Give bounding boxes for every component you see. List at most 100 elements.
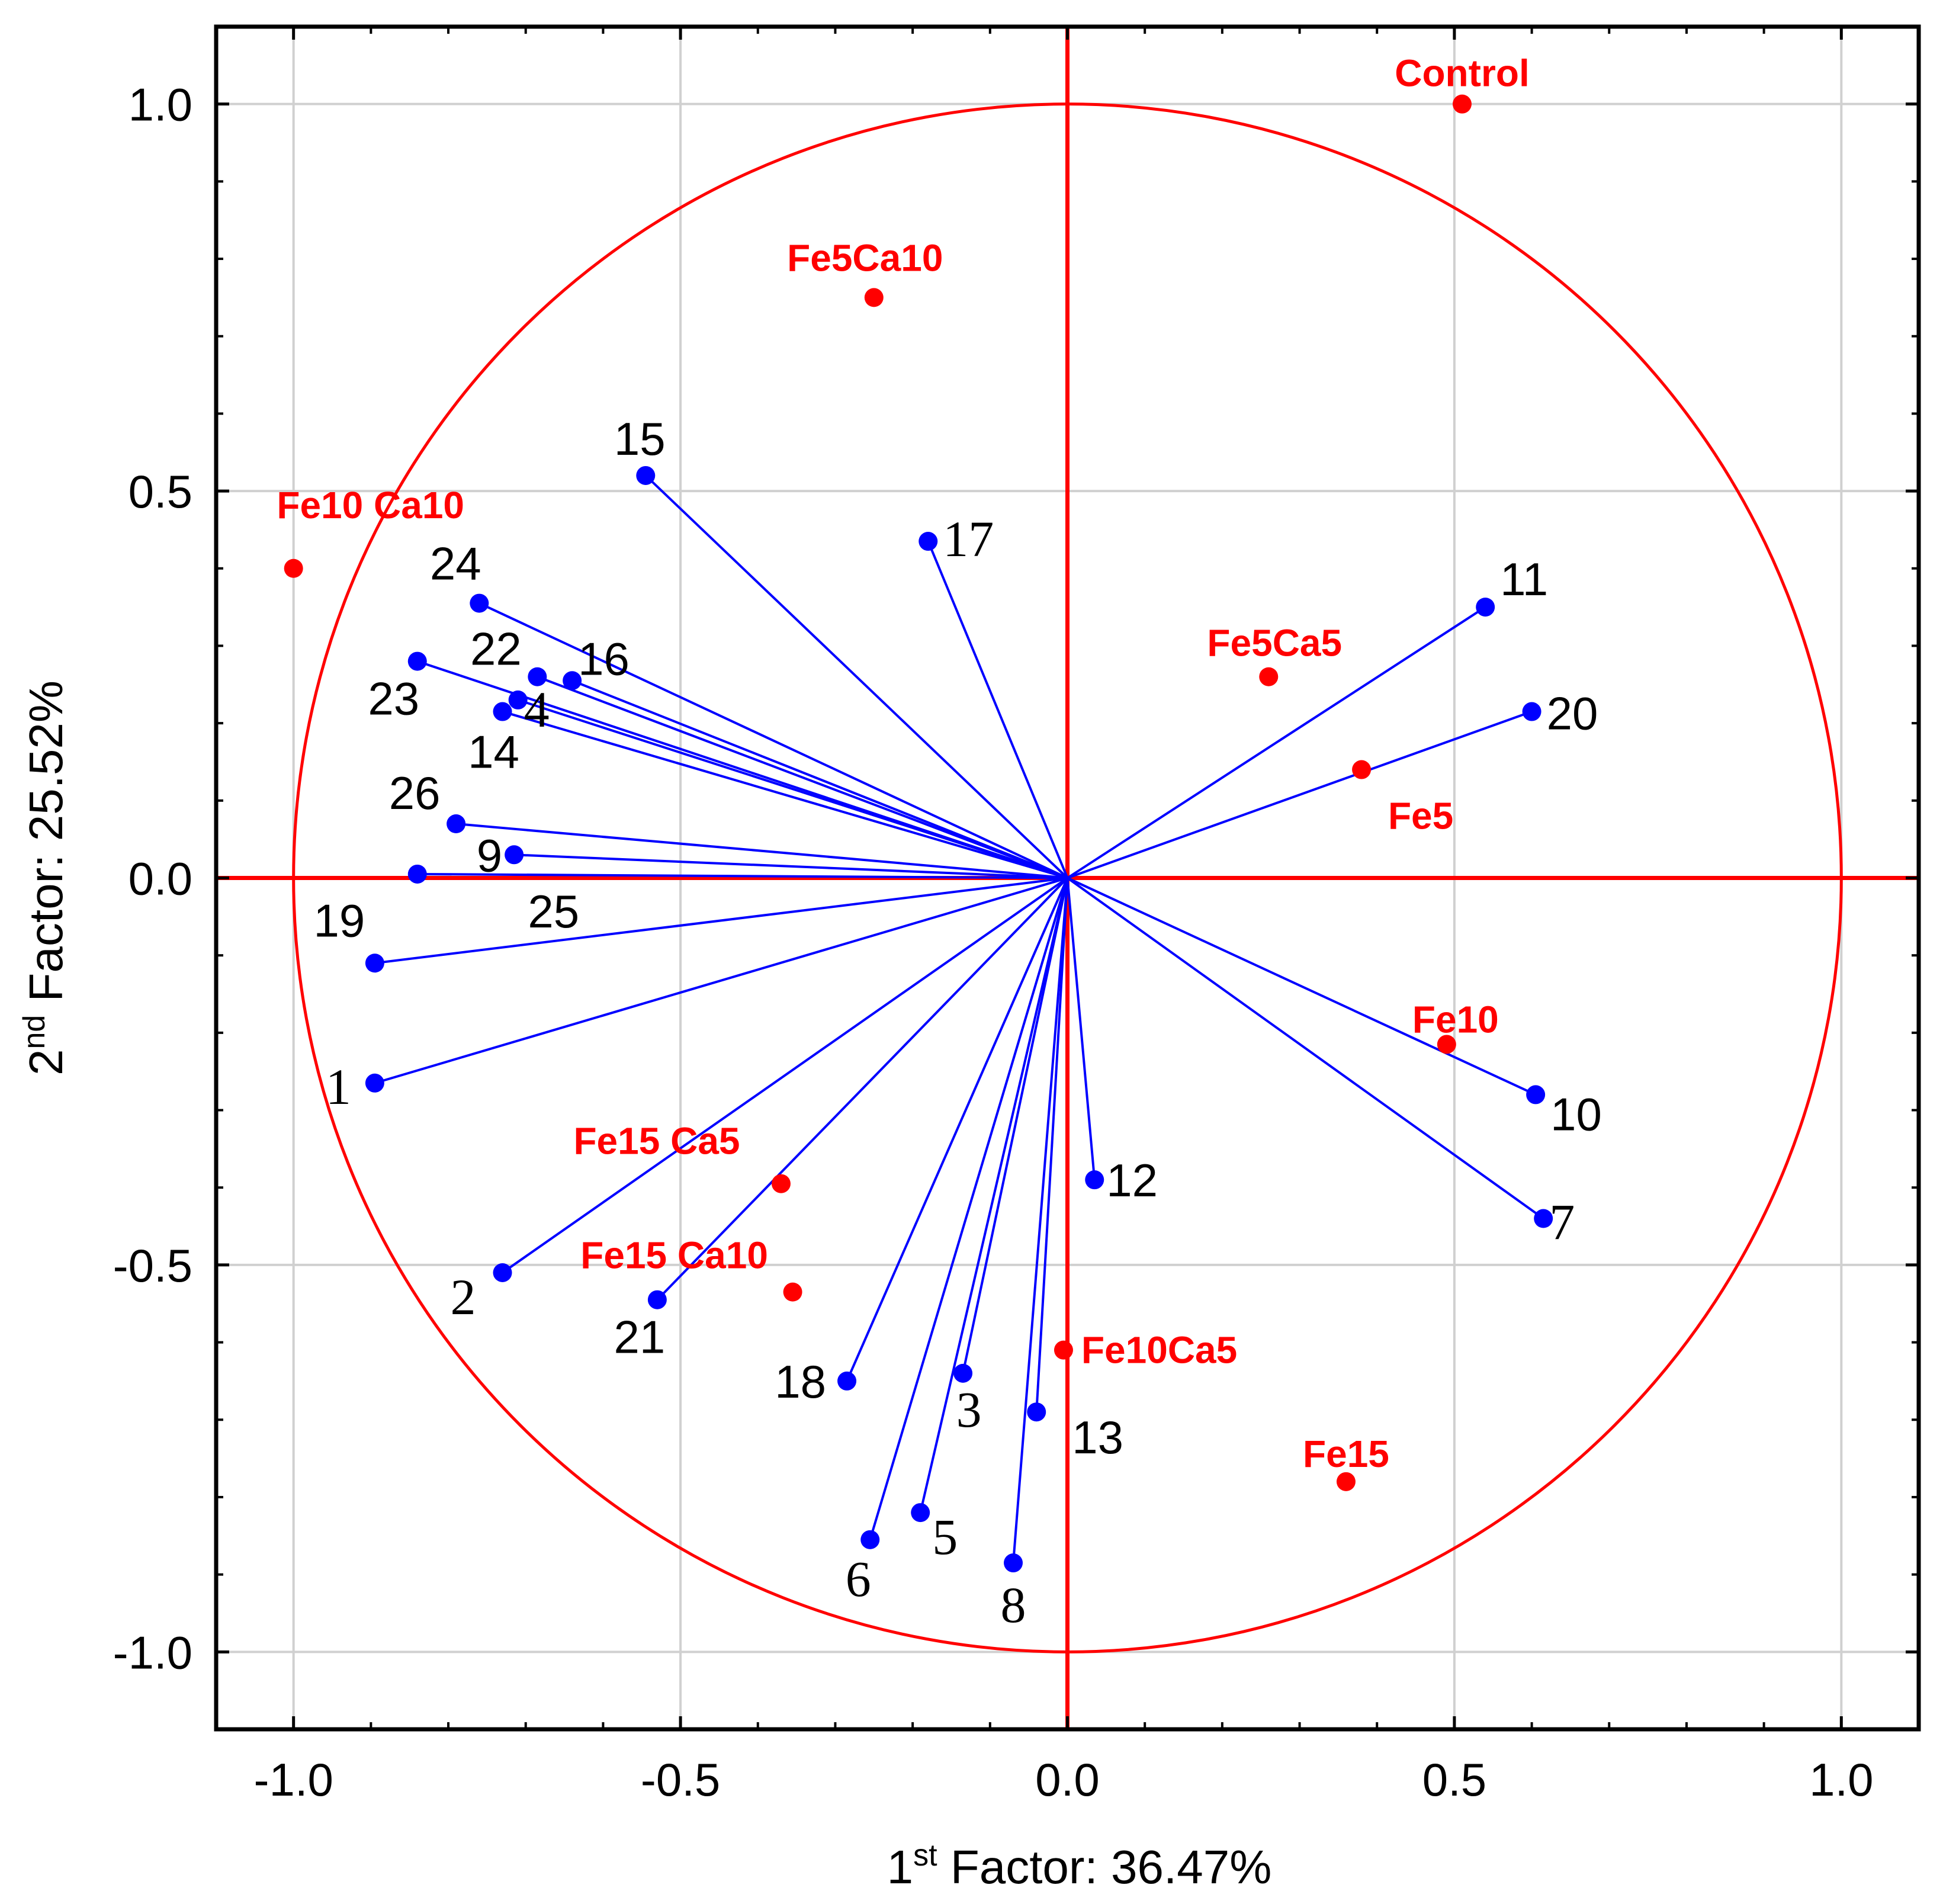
case-point-fe5ca10	[864, 288, 884, 307]
vector-line-20	[1067, 710, 1533, 879]
variable-label-25: 25	[528, 885, 579, 937]
vector-line-24	[478, 602, 1068, 879]
variable-label-22: 22	[470, 623, 522, 675]
variable-point-7	[1534, 1209, 1553, 1228]
vector-line-22	[537, 675, 1068, 879]
vector-line-18	[846, 877, 1069, 1382]
variable-label-9: 9	[477, 829, 502, 881]
case-label-fe15-ca10: Fe15 Ca10	[580, 1234, 768, 1277]
variable-label-11: 11	[1500, 553, 1548, 605]
variable-vectors	[374, 474, 1544, 1563]
vector-line-21	[656, 877, 1068, 1301]
vector-line-3	[962, 878, 1069, 1374]
case-point-fe5ca5	[1259, 667, 1279, 686]
x-tick-label-0: -1.0	[253, 1754, 333, 1806]
variable-label-24: 24	[430, 538, 481, 590]
variable-point-2	[493, 1263, 512, 1282]
variable-label-12: 12	[1106, 1154, 1158, 1206]
axis-ticks: -1.0 -0.5 0.0 0.5 1.0 -1.0 -0.5 0.0 0.5 1.0	[113, 25, 1920, 1806]
x-tick-label-1: -0.5	[641, 1754, 720, 1806]
variable-label-8: 8	[1001, 1577, 1026, 1633]
case-point-fe10-ca10	[284, 558, 303, 578]
variable-point-11	[1476, 598, 1495, 617]
vector-line-9	[514, 853, 1068, 879]
variable-point-18	[837, 1371, 857, 1391]
variable-label-20: 20	[1547, 688, 1598, 740]
variable-label-18: 18	[775, 1356, 826, 1408]
case-point-fe10ca5	[1054, 1340, 1073, 1360]
variable-point-12	[1085, 1170, 1104, 1190]
vector-line-12	[1066, 878, 1096, 1180]
case-label-fe15-ca5: Fe15 Ca5	[573, 1120, 740, 1163]
variable-label-3: 3	[956, 1381, 982, 1438]
vector-line-25	[417, 872, 1068, 879]
variable-point-24	[470, 593, 489, 613]
x-tick-label-3: 0.5	[1422, 1754, 1486, 1806]
variable-point-19	[365, 953, 384, 973]
case-label-fe5: Fe5	[1388, 795, 1453, 837]
variable-point-10	[1526, 1085, 1546, 1104]
vector-line-5	[919, 878, 1069, 1513]
vector-line-6	[869, 877, 1069, 1540]
y-tick-label-0: -1.0	[113, 1626, 192, 1678]
case-point-fe5	[1352, 760, 1372, 779]
variable-point-20	[1522, 702, 1541, 721]
variable-label-16: 16	[578, 632, 630, 685]
variable-label-5: 5	[932, 1508, 958, 1565]
variable-label-14: 14	[468, 726, 519, 778]
y-tick-label-3: 0.5	[129, 465, 192, 518]
case-point-fe15-ca10	[783, 1282, 802, 1302]
variable-label-13: 13	[1072, 1411, 1123, 1463]
case-point-fe10	[1437, 1035, 1456, 1054]
vector-line-17	[927, 541, 1069, 879]
vector-line-26	[455, 823, 1068, 879]
case-label-fe10: Fe10	[1412, 998, 1499, 1041]
case-point-fe15	[1336, 1472, 1356, 1491]
variable-label-19: 19	[314, 894, 365, 946]
variable-point-1	[365, 1073, 384, 1093]
x-axis-title: 1st Factor: 36.47%	[887, 1838, 1272, 1893]
variable-point-23	[407, 651, 427, 671]
case-label-fe5ca5: Fe5Ca5	[1207, 622, 1342, 664]
case-label-fe5ca10: Fe5Ca10	[787, 236, 943, 279]
vector-line-11	[1067, 606, 1486, 879]
variable-point-21	[647, 1290, 667, 1309]
variable-point-9	[505, 845, 524, 865]
variable-point-22	[528, 667, 547, 686]
y-tick-label-4: 1.0	[129, 79, 192, 131]
variable-point-13	[1027, 1402, 1046, 1422]
variable-label-2: 2	[451, 1269, 476, 1325]
variable-label-4: 4	[524, 681, 550, 738]
variable-point-3	[953, 1363, 973, 1383]
variable-label-21: 21	[614, 1311, 666, 1363]
y-axis-title: 2nd Factor: 25.52%	[17, 680, 72, 1075]
vector-line-13	[1035, 878, 1069, 1412]
variable-point-26	[447, 814, 466, 834]
vector-line-19	[374, 876, 1068, 965]
variable-point-16	[563, 671, 582, 691]
point-labels: 1234567891011121314151617181920212223242…	[277, 52, 1602, 1633]
variable-point-8	[1004, 1553, 1023, 1573]
vector-line-1	[374, 876, 1068, 1084]
variable-label-6: 6	[846, 1550, 871, 1607]
vector-line-15	[644, 474, 1068, 879]
vector-line-7	[1067, 876, 1544, 1220]
variable-label-7: 7	[1549, 1194, 1575, 1251]
x-tick-label-4: 1.0	[1809, 1754, 1873, 1806]
variable-point-25	[407, 864, 427, 884]
variable-label-15: 15	[614, 413, 666, 465]
vector-line-14	[502, 710, 1068, 879]
variable-point-15	[636, 465, 656, 485]
variable-label-23: 23	[368, 673, 419, 725]
data-points	[284, 94, 1553, 1573]
variable-label-26: 26	[389, 767, 441, 819]
variable-point-17	[918, 532, 938, 551]
vector-line-16	[571, 679, 1068, 879]
case-point-control	[1452, 94, 1472, 114]
case-label-fe10-ca10: Fe10 Ca10	[277, 484, 464, 526]
variable-label-10: 10	[1550, 1088, 1602, 1140]
y-tick-label-2: 0.0	[129, 853, 192, 905]
variable-label-17: 17	[943, 510, 994, 567]
case-label-control: Control	[1395, 52, 1530, 95]
